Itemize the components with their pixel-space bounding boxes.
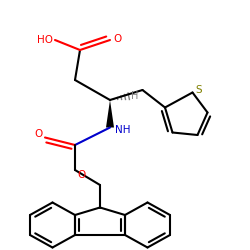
Text: O: O: [78, 170, 86, 180]
Text: HO: HO: [36, 35, 52, 45]
Polygon shape: [106, 100, 114, 128]
Text: H: H: [131, 91, 138, 101]
Text: S: S: [195, 85, 202, 95]
Text: NH: NH: [115, 125, 130, 135]
Text: O: O: [114, 34, 122, 44]
Text: O: O: [34, 129, 42, 139]
